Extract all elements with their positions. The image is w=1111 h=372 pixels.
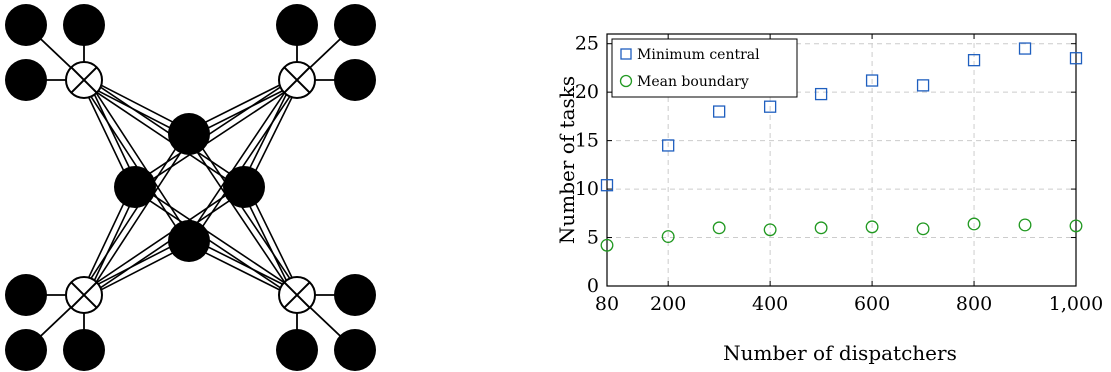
diagram-edge — [136, 82, 300, 191]
hub-bottom-left-icon — [65, 276, 103, 314]
point-minimum-central — [600, 179, 614, 192]
point-mean-boundary — [1018, 218, 1032, 232]
leaf-node — [276, 4, 318, 46]
diagram-edge — [85, 188, 247, 299]
diagram-edge — [136, 183, 300, 294]
y-tick-label: 20 — [575, 81, 599, 103]
x-tick-label: 400 — [752, 293, 788, 315]
hub-bottom-right-icon — [278, 276, 316, 314]
point-minimum-central — [1018, 42, 1032, 55]
diagram-edge — [86, 77, 193, 240]
point-mean-boundary — [661, 230, 675, 244]
point-mean-boundary — [814, 221, 828, 235]
x-tick-label: 800 — [956, 293, 992, 315]
leaf-node — [5, 274, 47, 316]
leaf-node — [334, 4, 376, 46]
x-tick-labels: 80 200 400 600 800 1,000 — [595, 293, 1103, 315]
leaf-node — [276, 329, 318, 371]
point-minimum-central — [967, 54, 981, 67]
point-mean-boundary — [967, 217, 981, 231]
x-tick-label: 200 — [650, 293, 686, 315]
y-tick-label: 5 — [587, 227, 599, 249]
point-minimum-central — [1069, 52, 1083, 65]
point-mean-boundary — [916, 222, 930, 236]
diagram-nodes — [5, 4, 376, 371]
legend-label-boundary: Mean boundary — [637, 74, 749, 90]
scatter-chart: 80 200 400 600 800 1,000 0 5 10 15 20 25 Number of… — [555, 33, 1103, 365]
leaf-node — [5, 59, 47, 101]
diagram-edge — [81, 183, 243, 294]
chart-markers — [600, 42, 1083, 252]
diagram-edge — [86, 135, 193, 298]
x-tick-label: 600 — [854, 293, 890, 315]
diagram-edge — [132, 188, 296, 299]
central-node-right — [223, 166, 265, 208]
point-minimum-central — [865, 74, 879, 87]
legend-marker-central — [620, 48, 632, 60]
diagram-edge — [190, 131, 301, 294]
central-node-left — [114, 166, 156, 208]
x-tick-label: 80 — [595, 293, 619, 315]
point-mean-boundary — [865, 220, 879, 234]
point-minimum-central — [916, 79, 930, 92]
point-minimum-central — [763, 100, 777, 113]
leaf-node — [334, 59, 376, 101]
leaf-node — [63, 329, 105, 371]
point-minimum-central — [662, 139, 675, 152]
leaf-node — [334, 329, 376, 371]
diagram-edge — [81, 81, 243, 191]
diagram-edge — [185, 77, 296, 240]
x-axis-label: Number of dispatchers — [723, 341, 957, 365]
network-diagram — [5, 4, 376, 371]
leaf-node — [5, 329, 47, 371]
leaf-node — [334, 274, 376, 316]
leaf-node — [5, 4, 47, 46]
hub-top-left-icon — [65, 61, 103, 99]
x-tick-label: 1,000 — [1049, 293, 1103, 315]
diagram-edge — [190, 81, 301, 244]
point-mean-boundary — [763, 223, 777, 237]
legend-label-central: Minimum central — [637, 47, 760, 63]
diagram-edge — [80, 81, 187, 244]
point-mean-boundary — [1069, 219, 1083, 233]
point-mean-boundary — [600, 238, 614, 252]
diagram-edge — [132, 76, 296, 185]
y-tick-label: 10 — [575, 178, 599, 200]
plot-frame — [606, 33, 1077, 287]
hub-top-right-icon — [278, 61, 316, 99]
legend-box — [611, 38, 798, 98]
point-minimum-central — [713, 105, 726, 118]
chart-grid — [607, 34, 1076, 286]
point-mean-boundary — [712, 221, 726, 235]
central-node-top — [168, 113, 210, 155]
y-tick-label: 25 — [575, 33, 599, 55]
diagram-edge — [185, 135, 296, 298]
legend-marker-boundary — [619, 74, 633, 88]
diagram-edge — [80, 131, 187, 294]
central-node-bottom — [168, 220, 210, 262]
y-tick-label: 15 — [575, 130, 599, 152]
y-tick-label: 0 — [587, 275, 599, 297]
y-axis-label: Number of tasks — [555, 76, 579, 244]
leaf-node — [63, 4, 105, 46]
y-tick-labels: 0 5 10 15 20 25 — [575, 33, 599, 297]
axis-ticks — [606, 34, 1077, 287]
chart-legend: Minimum central Mean boundary — [611, 38, 798, 98]
diagram-edge — [85, 76, 247, 186]
point-minimum-central — [814, 87, 828, 101]
